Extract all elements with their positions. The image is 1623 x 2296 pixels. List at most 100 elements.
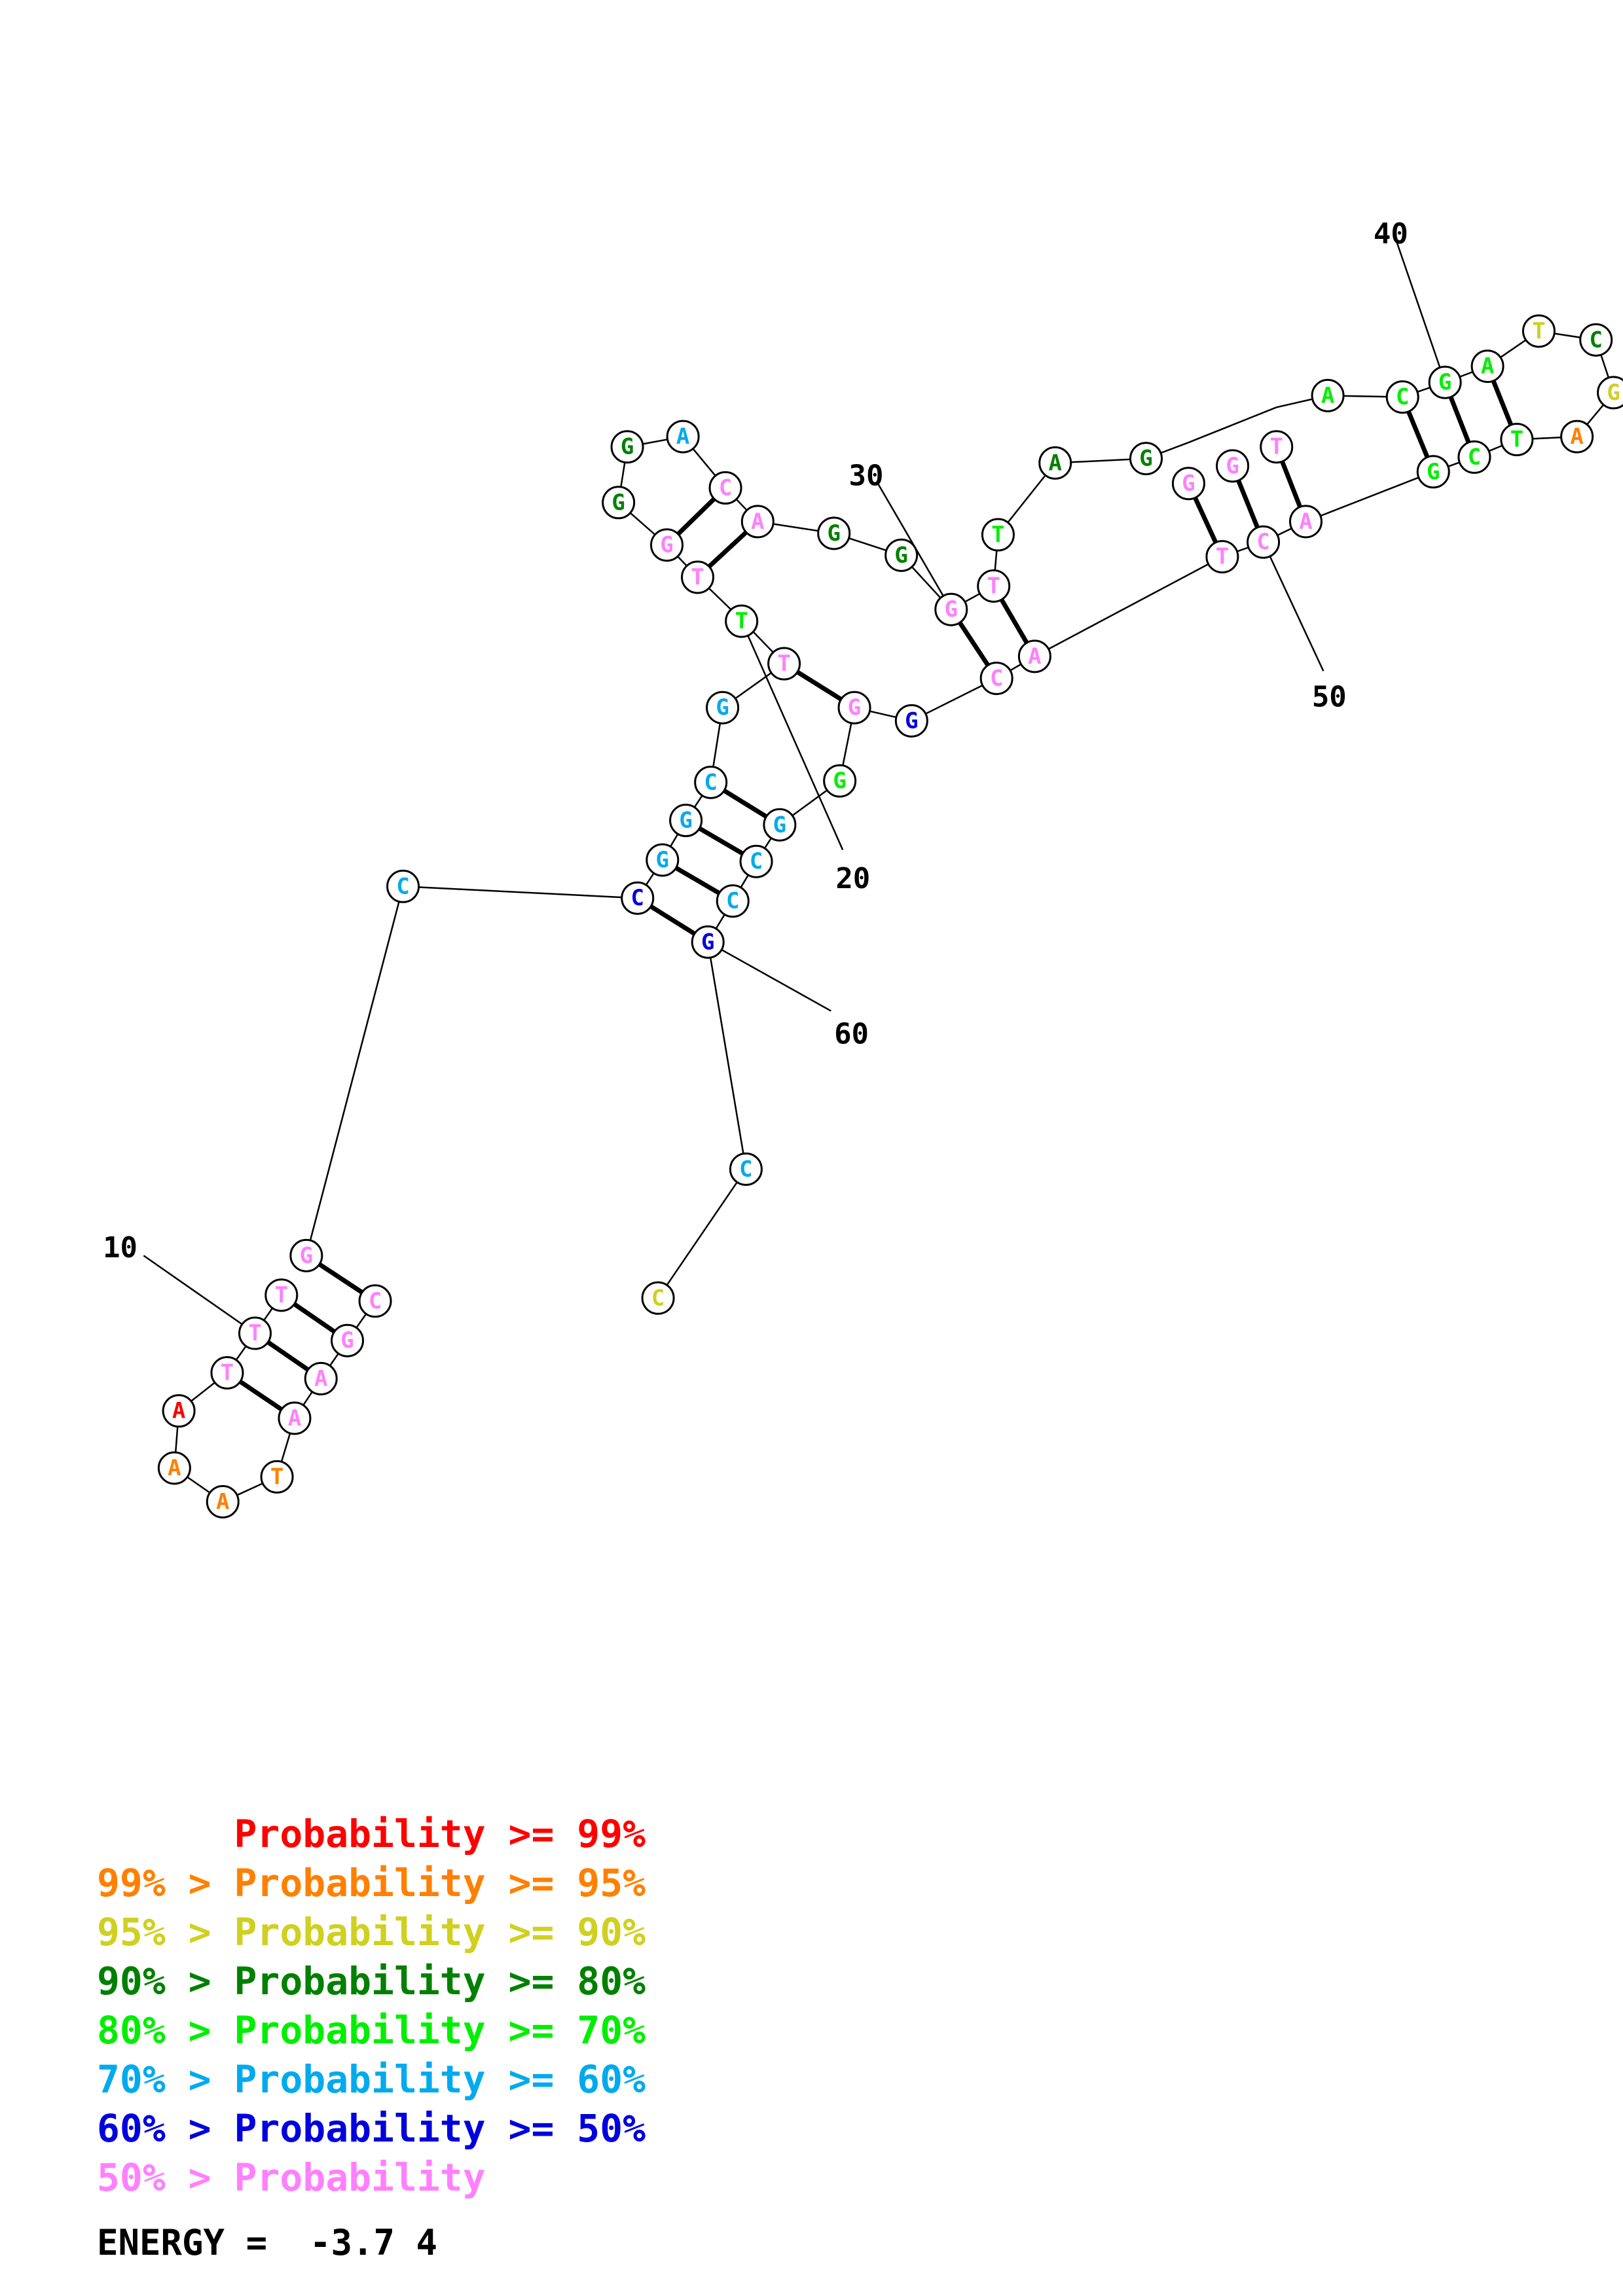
nucleotide-letter: G bbox=[621, 434, 634, 460]
nucleotide-letter: A bbox=[1321, 382, 1334, 408]
legend-prefix bbox=[97, 1812, 234, 1856]
nucleotide-circle bbox=[264, 1278, 299, 1312]
nucleotide-circle bbox=[289, 1238, 323, 1272]
nucleotide-circle bbox=[691, 925, 725, 959]
nucleotide-G: G bbox=[817, 516, 851, 550]
nucleotide-circle bbox=[331, 1323, 365, 1357]
position-label: 10 bbox=[103, 1231, 137, 1265]
nucleotide-C: C bbox=[641, 1281, 675, 1315]
position-label: 60 bbox=[834, 1017, 869, 1050]
energy-value: -3.7 bbox=[310, 2222, 395, 2263]
nucleotide-letter: C bbox=[719, 475, 732, 501]
backbone-segment bbox=[305, 886, 404, 1256]
nucleotide-circle bbox=[669, 804, 703, 838]
backbone-segment bbox=[706, 942, 747, 1170]
nucleotide-C: C bbox=[708, 471, 742, 505]
nucleotide-letter: T bbox=[987, 573, 1000, 599]
nucleotide-letter: T bbox=[1216, 544, 1229, 570]
nucleotide-T: T bbox=[1205, 540, 1239, 574]
nucleotide-letter: C bbox=[1468, 444, 1481, 470]
nucleotide-circle bbox=[206, 1484, 240, 1518]
nucleotide-circle bbox=[304, 1361, 338, 1395]
backbone-segment bbox=[403, 886, 638, 899]
nucleotide-letter: G bbox=[611, 490, 625, 516]
nucleotide-T: T bbox=[210, 1355, 244, 1390]
nucleotide-C: C bbox=[716, 884, 750, 918]
nucleotide-letter: G bbox=[827, 520, 840, 547]
position-label: 30 bbox=[848, 459, 883, 493]
nucleotide-G: G bbox=[610, 430, 644, 464]
position-tick bbox=[707, 941, 831, 1012]
position-tick bbox=[740, 620, 844, 850]
nucleotide-circle bbox=[837, 691, 871, 725]
nucleotide-circle bbox=[981, 518, 1015, 552]
nucleotide-C: C bbox=[386, 869, 420, 903]
position-tick bbox=[1396, 241, 1446, 383]
nucleotide-circle bbox=[977, 569, 1011, 603]
nucleotide-A: A bbox=[304, 1361, 338, 1395]
nucleotide-circle bbox=[278, 1401, 312, 1435]
backbone-segment bbox=[1188, 424, 1233, 444]
nucleotide-letter: A bbox=[168, 1455, 181, 1481]
nucleotide-A: A bbox=[206, 1484, 240, 1518]
nucleotide-circle bbox=[646, 843, 680, 877]
nucleotide-circle bbox=[894, 704, 928, 738]
nucleotide-letter: T bbox=[777, 651, 790, 677]
nucleotide-circle bbox=[1579, 323, 1613, 357]
nucleotide-circle bbox=[260, 1460, 294, 1494]
nucleotide-A: A bbox=[1560, 420, 1594, 454]
nucleotide-C: C bbox=[694, 765, 728, 799]
nucleotide-letter: C bbox=[651, 1285, 665, 1311]
legend-text: Probability bbox=[234, 2155, 486, 2200]
nucleotide-C: C bbox=[358, 1284, 392, 1318]
nucleotide-circle bbox=[1457, 440, 1491, 474]
nucleotide-T: T bbox=[238, 1316, 272, 1350]
nucleotide-letter: G bbox=[660, 532, 673, 558]
nucleotide-C: C bbox=[1457, 440, 1491, 474]
nucleotide-letter: G bbox=[656, 847, 669, 873]
nucleotide-letter: A bbox=[1570, 423, 1583, 450]
nucleotide-G: G bbox=[669, 804, 703, 838]
nucleotide-G: G bbox=[823, 764, 857, 798]
nucleotide-circle bbox=[706, 691, 740, 725]
nucleotide-letter: C bbox=[726, 888, 739, 914]
nucleotide-letter: G bbox=[848, 694, 861, 721]
nucleotide-T: T bbox=[260, 1460, 294, 1494]
nucleotide-letter: G bbox=[300, 1242, 313, 1268]
nucleotide-letter: A bbox=[314, 1365, 327, 1391]
nucleotide-letter: C bbox=[750, 848, 763, 874]
nucleotide-letter: A bbox=[1028, 643, 1041, 670]
nucleotide-circle bbox=[1500, 423, 1534, 457]
nucleotide-A: A bbox=[1038, 446, 1072, 480]
nucleotide-T: T bbox=[767, 647, 801, 681]
legend-row: 60% > Probability >= 50% bbox=[97, 2104, 646, 2153]
nucleotide-circle bbox=[729, 1152, 763, 1186]
legend-prefix: 90% > bbox=[97, 1959, 234, 2003]
nucleotide-C: C bbox=[979, 661, 1013, 695]
nucleotide-A: A bbox=[740, 505, 775, 539]
legend-row: 95% > Probability >= 90% bbox=[97, 1908, 646, 1957]
backbone-segment bbox=[1034, 556, 1223, 657]
nucleotide-circle bbox=[157, 1451, 191, 1485]
energy-extra: 4 bbox=[416, 2222, 437, 2263]
energy-readout: ENERGY = -3.7 4 bbox=[97, 2222, 458, 2263]
legend-prefix: 60% > bbox=[97, 2106, 234, 2151]
nucleotide-circle bbox=[1038, 446, 1072, 480]
nucleotide-G: G bbox=[1129, 442, 1163, 476]
position-label: 40 bbox=[1374, 217, 1408, 251]
nucleotide-G: G bbox=[1171, 467, 1205, 501]
position-labels: 10 20 30 40 50 60 bbox=[103, 217, 1408, 1265]
nucleotide-C: C bbox=[739, 844, 773, 878]
nucleotide-circle bbox=[610, 430, 644, 464]
nucleotide-letter: A bbox=[751, 509, 764, 535]
nucleotide-letter: G bbox=[1182, 471, 1195, 497]
base-pair-bonds bbox=[226, 365, 1520, 1420]
backbone-segment bbox=[1232, 406, 1277, 426]
nucleotide-T: T bbox=[981, 518, 1015, 552]
nucleotide-C: C bbox=[621, 881, 655, 915]
nucleotide-circle bbox=[740, 505, 775, 539]
nucleotide-letter: G bbox=[716, 694, 729, 721]
nucleotide-circle bbox=[708, 471, 742, 505]
nucleotide-letter: C bbox=[1589, 327, 1602, 353]
probability-legend: Probability >= 99% 99% > Probability >= 9… bbox=[97, 1810, 646, 2202]
